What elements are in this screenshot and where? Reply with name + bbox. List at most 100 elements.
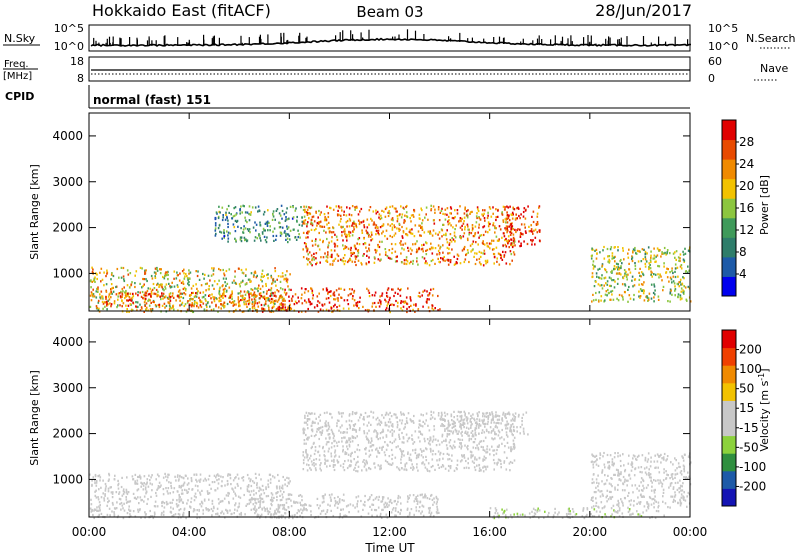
echo-cell	[440, 411, 443, 414]
echo-cell	[270, 276, 273, 279]
echo-cell	[260, 493, 263, 496]
echo-cell	[366, 437, 369, 440]
echo-cell	[369, 235, 372, 238]
echo-cell	[497, 414, 499, 417]
echo-cell	[144, 272, 146, 275]
echo-cell	[363, 253, 365, 256]
echo-cell	[122, 492, 125, 496]
echo-cell	[182, 476, 185, 479]
echo-cell	[223, 301, 225, 304]
echo-cell	[156, 473, 159, 476]
echo-cell	[461, 228, 463, 231]
echo-cell	[478, 467, 481, 470]
echo-cell	[172, 491, 175, 494]
echo-cell	[502, 232, 505, 235]
echo-cell	[396, 416, 398, 419]
echo-cell	[279, 294, 282, 297]
echo-cell	[353, 458, 355, 461]
echo-cell	[278, 487, 281, 490]
echo-cell	[270, 274, 272, 277]
echo-cell	[308, 258, 310, 261]
echo-cell	[382, 508, 384, 511]
echo-cell	[393, 430, 395, 433]
echo-cell	[169, 501, 171, 504]
echo-cell	[307, 418, 310, 421]
echo-cell	[169, 510, 172, 513]
echo-cell	[399, 428, 401, 431]
echo-cell	[196, 509, 198, 512]
echo-cell	[512, 251, 515, 254]
echo-cell	[102, 492, 104, 495]
echo-cell	[318, 454, 321, 457]
echo-cell	[373, 221, 375, 224]
echo-cell	[218, 515, 221, 518]
echo-cell	[441, 435, 444, 438]
echo-cell	[257, 210, 259, 213]
echo-cell	[158, 284, 161, 287]
echo-cell	[338, 304, 341, 307]
echo-cell	[280, 309, 283, 312]
echo-cell	[520, 223, 523, 226]
echo-cell	[222, 216, 224, 219]
echo-cell	[512, 439, 515, 442]
echo-cell	[189, 506, 192, 509]
echo-cell	[608, 284, 611, 287]
echo-cell	[395, 514, 397, 517]
echo-cell	[258, 234, 261, 237]
echo-cell	[510, 253, 513, 256]
echo-cell	[376, 432, 378, 435]
echo-cell	[450, 459, 453, 462]
echo-cell	[364, 494, 366, 498]
echo-cell	[403, 262, 405, 265]
echo-cell	[101, 295, 104, 298]
echo-cell	[483, 431, 486, 434]
echo-cell	[682, 250, 684, 253]
echo-cell	[310, 428, 313, 431]
echo-cell	[591, 254, 593, 257]
echo-cell	[109, 486, 112, 489]
echo-cell	[459, 415, 461, 418]
echo-cell	[289, 238, 291, 241]
echo-cell	[660, 255, 662, 258]
echo-cell	[494, 433, 496, 436]
echo-cell	[104, 482, 107, 486]
echo-cell	[198, 509, 200, 512]
echo-cell	[154, 267, 157, 270]
echo-cell	[601, 274, 603, 277]
echo-cell	[509, 231, 511, 234]
echo-cell	[181, 492, 184, 495]
echo-cell	[326, 237, 328, 241]
echo-cell	[385, 503, 388, 507]
echo-cell	[387, 256, 390, 259]
echo-cell	[304, 210, 306, 213]
echo-cell	[419, 440, 421, 443]
echo-cell	[119, 498, 122, 501]
echo-cell	[506, 435, 509, 438]
echo-cell	[306, 225, 308, 228]
echo-cell	[400, 508, 402, 511]
echo-cell	[230, 213, 232, 216]
echo-cell	[180, 498, 183, 501]
echo-cell	[522, 210, 525, 214]
echo-cell	[162, 292, 165, 295]
echo-cell	[406, 215, 409, 219]
echo-cell	[391, 226, 394, 229]
echo-cell	[405, 211, 408, 214]
echo-cell	[497, 209, 499, 212]
echo-cell	[368, 415, 371, 418]
echo-cell	[208, 474, 211, 477]
echo-cell	[380, 217, 383, 220]
echo-cell	[594, 249, 596, 252]
echo-cell	[333, 468, 336, 472]
echo-cell	[364, 463, 367, 466]
echo-cell	[322, 241, 324, 244]
echo-cell	[470, 250, 472, 253]
echo-cell	[384, 207, 387, 211]
echo-cell	[202, 272, 204, 276]
echo-cell	[358, 237, 361, 240]
echo-cell	[301, 302, 304, 305]
echo-cell	[276, 307, 278, 311]
echo-cell	[143, 278, 145, 281]
echo-cell	[229, 232, 231, 235]
echo-cell	[498, 238, 500, 241]
